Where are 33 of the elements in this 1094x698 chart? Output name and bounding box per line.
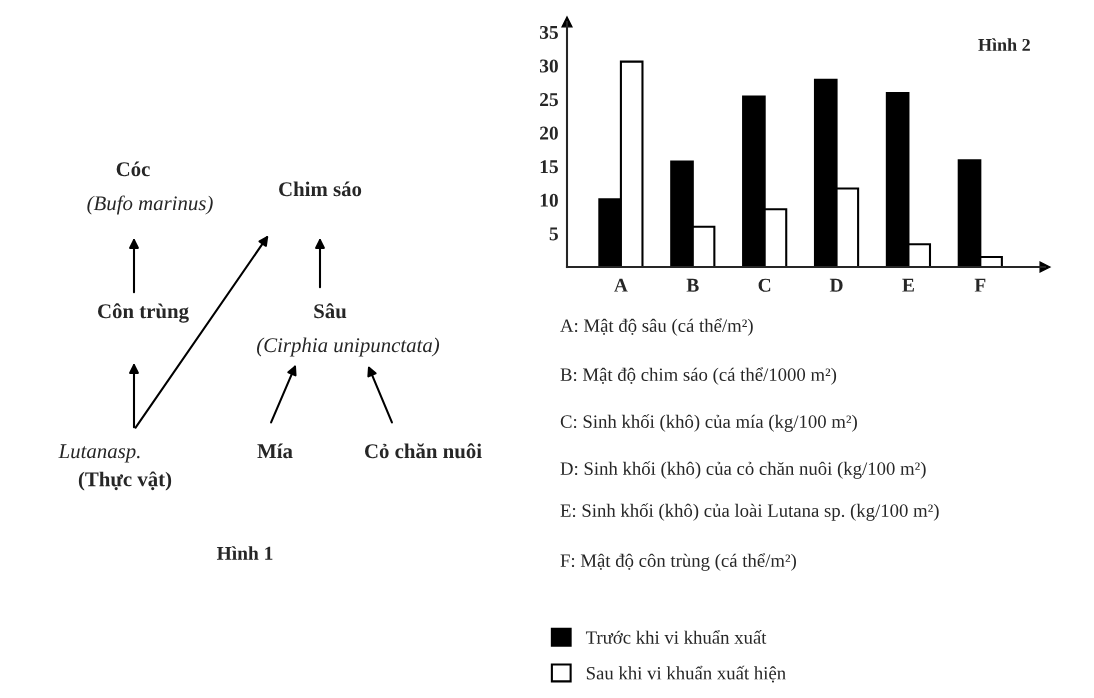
x-tick-label: F xyxy=(974,278,986,292)
text: F: Mật độ côn trùng (cá thể/m²) xyxy=(560,553,796,571)
text: Cóc xyxy=(116,161,150,177)
x-tick-label: D xyxy=(829,278,843,292)
text: Hình 2 xyxy=(978,38,1030,51)
text: C: Sinh khối (khô) của mía (kg/100 m²) xyxy=(560,414,857,432)
text: Chim sáo xyxy=(279,181,362,197)
text: A: Mật độ sâu (cá thể/m²) xyxy=(560,318,753,336)
text: (Thực vật) xyxy=(78,471,172,491)
text: Côn trùng xyxy=(98,303,189,323)
x-tick-label: E xyxy=(902,278,914,292)
x-tick-label: C xyxy=(758,278,771,292)
text: Mía xyxy=(257,443,293,459)
legend-label: Sau khi vi khuẩn xuất hiện xyxy=(586,665,786,683)
legend-label: Trước khi vi khuẩn xuất xyxy=(585,630,767,644)
text: D: Sinh khối (khô) của cỏ chăn nuôi (kg/100 m²) xyxy=(560,461,926,479)
y-tick-label: 30 xyxy=(539,59,558,73)
text: B: Mật độ chim sáo (cá thể/1000 m²) xyxy=(560,367,837,385)
x-tick-label: B xyxy=(686,278,699,292)
text: (Cirphia unipunctata) xyxy=(257,337,440,357)
text: (Bufo marinus) xyxy=(87,195,213,215)
text: Cỏ chăn nuôi xyxy=(364,443,482,459)
text: E: Sinh khối (khô) của loài Lutana sp. (kg/100 m²) xyxy=(560,503,939,521)
y-tick-label: 15 xyxy=(540,160,558,174)
y-tick-label: 10 xyxy=(540,193,558,207)
text: Hình 1 xyxy=(216,546,273,560)
x-tick-label: A xyxy=(614,278,628,292)
y-tick-label: 20 xyxy=(540,126,558,140)
text: Lutanasp. xyxy=(58,444,140,463)
y-tick-label: 25 xyxy=(540,93,558,107)
text: Sâu xyxy=(314,303,347,319)
y-tick-label: 35 xyxy=(539,25,558,40)
y-tick-label: 5 xyxy=(549,227,558,241)
